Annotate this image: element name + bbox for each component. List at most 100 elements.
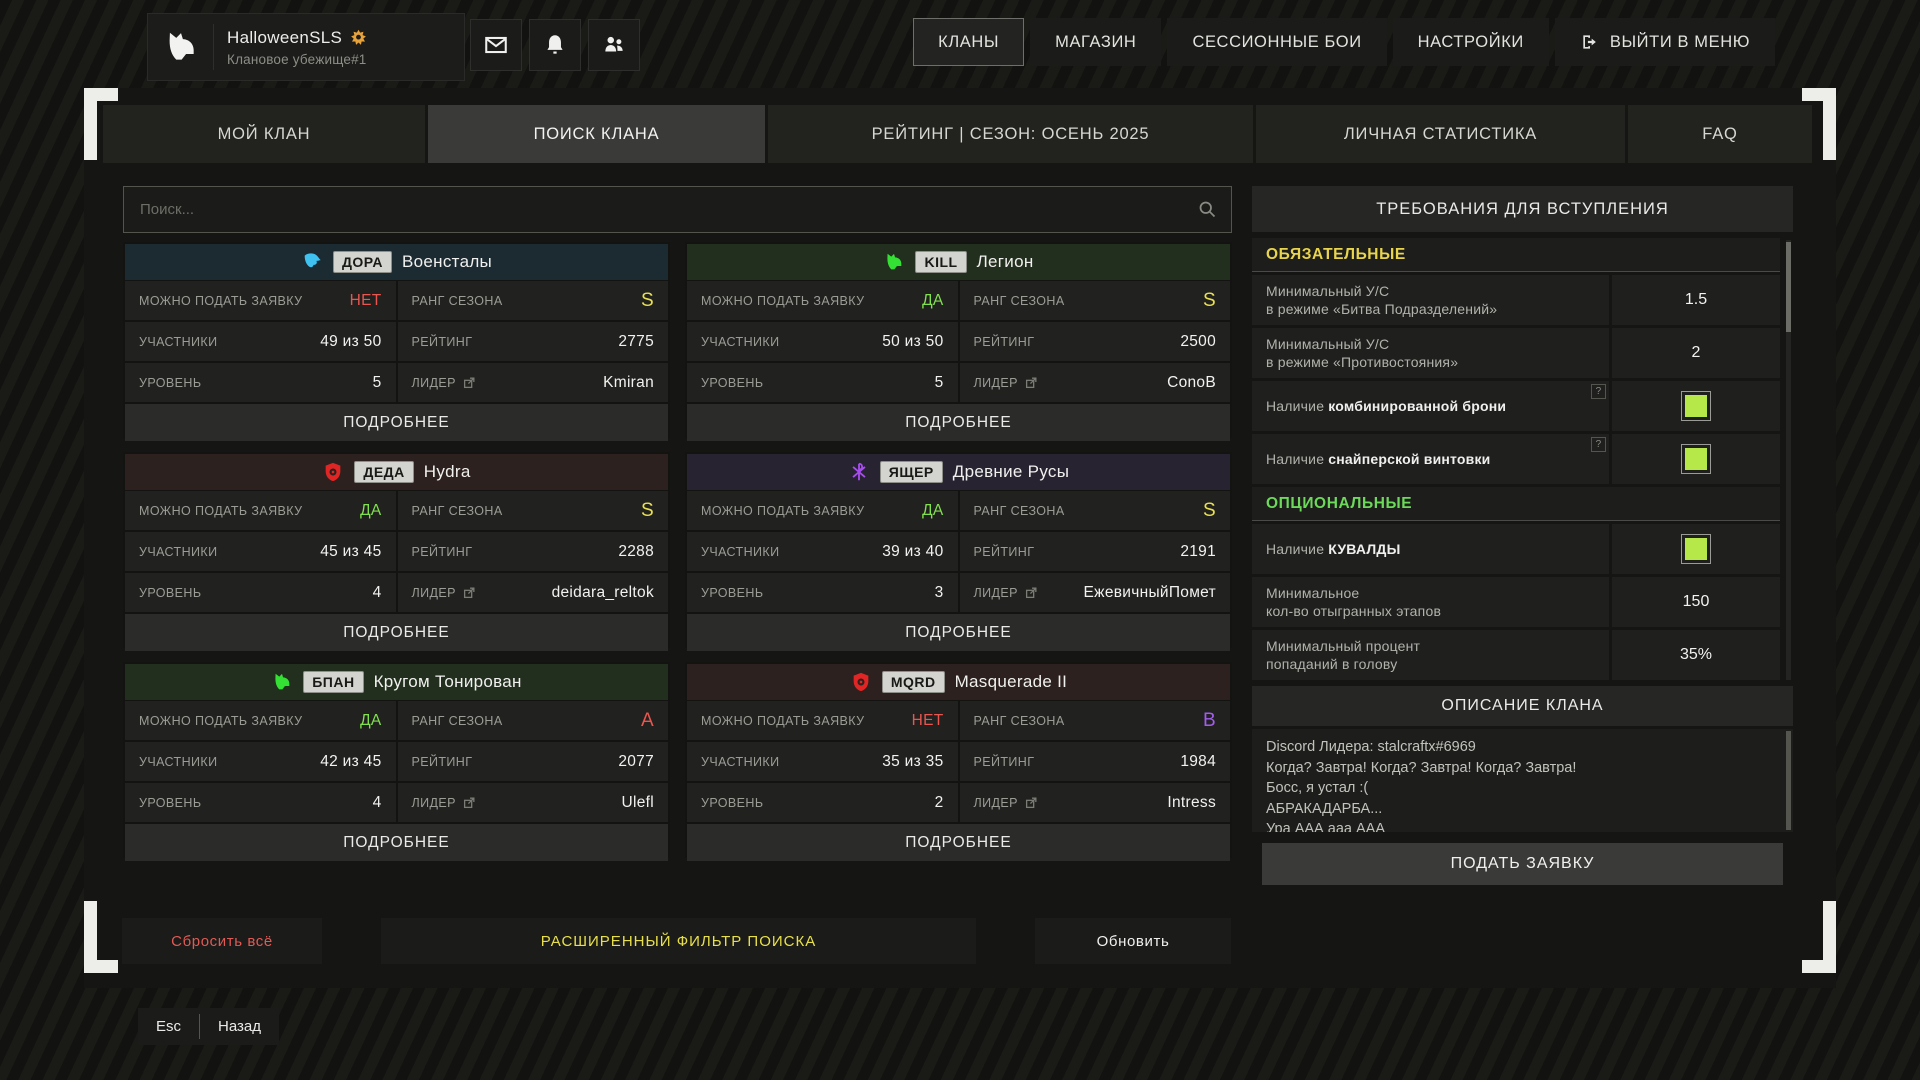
req-value <box>1612 381 1780 431</box>
clan-base-label: Клановое убежище#1 <box>227 51 367 67</box>
back-label: Назад <box>218 1018 261 1035</box>
external-link-icon[interactable] <box>463 376 476 389</box>
stat-rank: РАНГ СЕЗОНА S <box>397 491 668 530</box>
advanced-filter-button[interactable]: РАСШИРЕННЫЙ ФИЛЬТР ПОИСКА <box>381 918 976 964</box>
stat-level: УРОВЕНЬ 2 <box>687 783 958 822</box>
external-link-icon[interactable] <box>1025 376 1038 389</box>
description-scrollbar[interactable] <box>1786 731 1791 830</box>
stat-members: УЧАСТНИКИ 50 из 50 <box>687 322 958 361</box>
stat-level: УРОВЕНЬ 5 <box>125 363 396 402</box>
clan-tag: MQRD <box>881 671 945 693</box>
esc-key-label: Esc <box>156 1018 182 1035</box>
stat-apply: МОЖНО ПОДАТЬ ЗАЯВКУ ДА <box>125 701 396 740</box>
menu-item-clans[interactable]: КЛАНЫ <box>913 18 1025 66</box>
req-value: 2 <box>1612 328 1780 378</box>
dog-icon <box>275 673 290 690</box>
menu-item-settings[interactable]: НАСТРОЙКИ <box>1392 18 1549 66</box>
external-link-icon[interactable] <box>463 586 476 599</box>
shield-icon <box>326 462 341 482</box>
clan-description-text: Discord Лидера: stalcraftx#6969 Когда? З… <box>1252 729 1793 832</box>
stat-rank: РАНГ СЕЗОНА S <box>397 281 668 320</box>
stat-leader: ЛИДЕР ConoB <box>959 363 1230 402</box>
clan-identity-panel: HalloweenSLS Клановое убежище#1 <box>147 13 465 81</box>
tab-rating-season[interactable]: РЕЙТИНГ | СЕЗОН: ОСЕНЬ 2025 <box>768 105 1253 163</box>
clan-emblem-icon <box>351 29 366 45</box>
stat-rating: РЕЙТИНГ 1984 <box>959 742 1230 781</box>
stat-members: УЧАСТНИКИ 42 из 45 <box>125 742 396 781</box>
clan-card-krugom-tonirovan[interactable]: БПАН Кругом Тонирован МОЖНО ПОДАТЬ ЗАЯВК… <box>123 662 670 861</box>
stat-rating: РЕЙТИНГ 2775 <box>397 322 668 361</box>
menu-item-exit[interactable]: ВЫЙТИ В МЕНЮ <box>1554 18 1775 66</box>
section-optional: ОПЦИОНАЛЬНЫЕ <box>1252 487 1780 521</box>
clan-tag: БПАН <box>303 671 364 693</box>
stat-rating: РЕЙТИНГ 2077 <box>397 742 668 781</box>
bell-icon <box>547 35 563 54</box>
search-input[interactable] <box>123 186 1232 233</box>
scrollbar-thumb[interactable] <box>1786 242 1791 332</box>
requirements-scrollbar[interactable] <box>1786 240 1791 680</box>
details-button[interactable]: ПОДРОБНЕЕ <box>125 614 668 651</box>
stat-leader: ЛИДЕР deidara_reltok <box>397 573 668 612</box>
clan-name: Легион <box>976 252 1034 271</box>
requirements-title: ТРЕБОВАНИЯ ДЛЯ ВСТУПЛЕНИЯ <box>1252 186 1793 232</box>
req-value <box>1612 434 1780 484</box>
help-icon[interactable]: ? <box>1591 384 1606 399</box>
details-button[interactable]: ПОДРОБНЕЕ <box>687 404 1230 441</box>
external-link-icon[interactable] <box>1025 796 1038 809</box>
req-value <box>1612 524 1780 574</box>
stat-leader: ЛИДЕР Intress <box>959 783 1230 822</box>
stat-members: УЧАСТНИКИ 49 из 50 <box>125 322 396 361</box>
details-button[interactable]: ПОДРОБНЕЕ <box>687 824 1230 861</box>
stat-leader: ЛИДЕР ЕжевичныйПомет <box>959 573 1230 612</box>
tab-faq[interactable]: FAQ <box>1628 105 1812 163</box>
refresh-button[interactable]: Обновить <box>1035 918 1231 964</box>
req-row: Минимальный У/С в режиме «Противостояния… <box>1252 328 1780 378</box>
clan-name: Masquerade II <box>954 672 1068 691</box>
help-icon[interactable]: ? <box>1591 437 1606 452</box>
reset-all-button[interactable]: Сбросить всё <box>122 918 322 964</box>
clan-card-voenstaly[interactable]: ДОРА Военсталы МОЖНО ПОДАТЬ ЗАЯВКУ НЕТ РА… <box>123 242 670 441</box>
clan-name: Военсталы <box>402 252 493 271</box>
stat-rank: РАНГ СЕЗОНА S <box>959 281 1230 320</box>
details-button[interactable]: ПОДРОБНЕЕ <box>125 824 668 861</box>
dog-icon <box>887 253 902 270</box>
back-hotkey[interactable]: Esc Назад <box>138 1008 279 1045</box>
notifications-button[interactable] <box>529 19 581 71</box>
clan-card-hydra[interactable]: ДЕДА Hydra МОЖНО ПОДАТЬ ЗАЯВКУ ДА РАНГ СЕ… <box>123 452 670 651</box>
chi-rho-icon <box>852 462 866 481</box>
clan-tag: ДЕДА <box>354 461 414 483</box>
clan-card-header: ДОРА Военсталы <box>125 244 668 280</box>
tab-clan-search[interactable]: ПОИСК КЛАНА <box>428 105 765 163</box>
apply-button[interactable]: ПОДАТЬ ЗАЯВКУ <box>1262 843 1783 885</box>
frame-corner-bottom-right <box>1802 901 1836 973</box>
members-button[interactable] <box>588 19 640 71</box>
clan-description-title: ОПИСАНИЕ КЛАНА <box>1252 686 1793 726</box>
people-icon <box>605 36 623 52</box>
clan-card-header: MQRD Masquerade II <box>687 664 1230 700</box>
clan-name: Hydra <box>423 462 471 481</box>
clan-name: Кругом Тонирован <box>373 672 522 691</box>
mail-icon <box>485 36 507 54</box>
tab-personal-stats[interactable]: ЛИЧНАЯ СТАТИСТИКА <box>1256 105 1625 163</box>
frame-corner-top-left <box>84 88 118 160</box>
stat-rank: РАНГ СЕЗОНА S <box>959 491 1230 530</box>
clan-card-masquerade[interactable]: MQRD Masquerade II МОЖНО ПОДАТЬ ЗАЯВКУ НЕ… <box>685 662 1232 861</box>
clan-card-drevnie-rusy[interactable]: ЯЩЕР Древние Русы МОЖНО ПОДАТЬ ЗАЯВКУ ДА … <box>685 452 1232 651</box>
tab-my-clan[interactable]: МОЙ КЛАН <box>103 105 425 163</box>
details-button[interactable]: ПОДРОБНЕЕ <box>125 404 668 441</box>
menu-item-shop[interactable]: МАГАЗИН <box>1030 18 1162 66</box>
external-link-icon[interactable] <box>1025 586 1038 599</box>
frame-corner-bottom-left <box>84 901 118 973</box>
requirement-checkbox <box>1681 391 1711 421</box>
stat-level: УРОВЕНЬ 4 <box>125 783 396 822</box>
details-button[interactable]: ПОДРОБНЕЕ <box>687 614 1230 651</box>
stat-members: УЧАСТНИКИ 39 из 40 <box>687 532 958 571</box>
stat-apply: МОЖНО ПОДАТЬ ЗАЯВКУ НЕТ <box>125 281 396 320</box>
req-row: Наличие КУВАЛДЫ <box>1252 524 1780 574</box>
external-link-icon[interactable] <box>463 796 476 809</box>
requirements-list: ОБЯЗАТЕЛЬНЫЕ Минимальный У/С в режиме «Б… <box>1252 238 1780 680</box>
clan-card-legion[interactable]: KILL Легион МОЖНО ПОДАТЬ ЗАЯВКУ ДА РАНГ С… <box>685 242 1232 441</box>
menu-item-session-battles[interactable]: СЕССИОННЫЕ БОИ <box>1167 18 1387 66</box>
stat-level: УРОВЕНЬ 5 <box>687 363 958 402</box>
mail-button[interactable] <box>470 19 522 71</box>
